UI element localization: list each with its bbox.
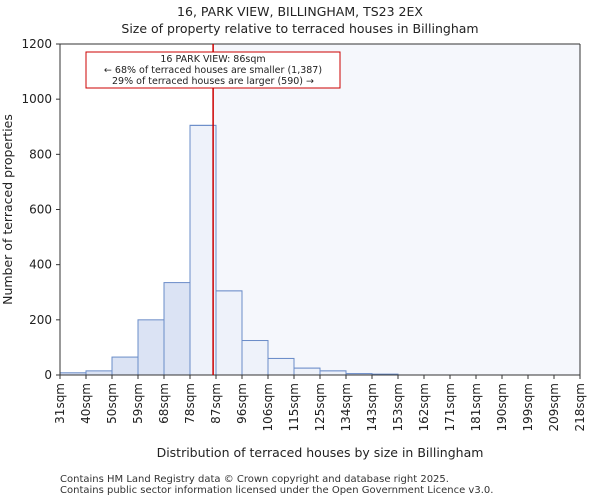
y-tick-label-600: 600 [29,203,52,217]
x-tick-label-134sqm: 134sqm [339,383,353,431]
bar-68sqm [163,282,191,376]
annotation-line-1: 16 PARK VIEW: 86sqm [160,54,265,65]
footer-copyright: Contains HM Land Registry data © Crown c… [60,474,449,485]
x-axis-label: Distribution of terraced houses by size … [157,445,484,460]
x-tick-label-68sqm: 68sqm [157,383,171,424]
x-tick-label-115sqm: 115sqm [287,383,301,431]
bar-40sqm [85,370,113,376]
x-tick-label-40sqm: 40sqm [79,383,93,424]
footer-licence: Contains public sector information licen… [60,485,494,496]
x-tick-label-199sqm: 199sqm [521,383,535,431]
chart-subtitle: Size of property relative to terraced ho… [121,21,479,36]
bar-59sqm [137,319,165,376]
x-tick-label-162sqm: 162sqm [417,383,431,431]
x-tick-label-143sqm: 143sqm [365,383,379,431]
y-tick-label-400: 400 [29,258,52,272]
shaded-region-larger [213,44,580,375]
y-tick-label-800: 800 [29,147,52,161]
y-axis-label: Number of terraced properties [0,114,15,305]
x-tick-label-31sqm: 31sqm [53,383,67,424]
x-tick-label-190sqm: 190sqm [495,383,509,431]
x-tick-label-181sqm: 181sqm [469,383,483,431]
x-tick-label-87sqm: 87sqm [209,383,223,424]
x-tick-label-59sqm: 59sqm [131,383,145,424]
y-tick-label-1200: 1200 [21,37,52,51]
x-tick-label-218sqm: 218sqm [573,383,587,431]
y-tick-label-200: 200 [29,313,52,327]
x-tick-label-209sqm: 209sqm [547,383,561,431]
annotation-line-3: 29% of terraced houses are larger (590) … [112,76,314,87]
x-tick-label-106sqm: 106sqm [261,383,275,431]
x-tick-label-153sqm: 153sqm [391,383,405,431]
chart-title: 16, PARK VIEW, BILLINGHAM, TS23 2EX [177,4,423,19]
x-tick-label-171sqm: 171sqm [443,383,457,431]
annotation-line-2: ← 68% of terraced houses are smaller (1,… [104,65,322,76]
x-tick-label-78sqm: 78sqm [183,383,197,424]
y-tick-label-1000: 1000 [21,92,52,106]
x-tick-label-50sqm: 50sqm [105,383,119,424]
y-tick-label-0: 0 [44,368,52,382]
bar-50sqm [111,356,139,376]
x-tick-label-125sqm: 125sqm [313,383,327,431]
x-tick-label-96sqm: 96sqm [235,383,249,424]
annotation-box [85,51,341,89]
bar-78sqm [189,124,217,376]
